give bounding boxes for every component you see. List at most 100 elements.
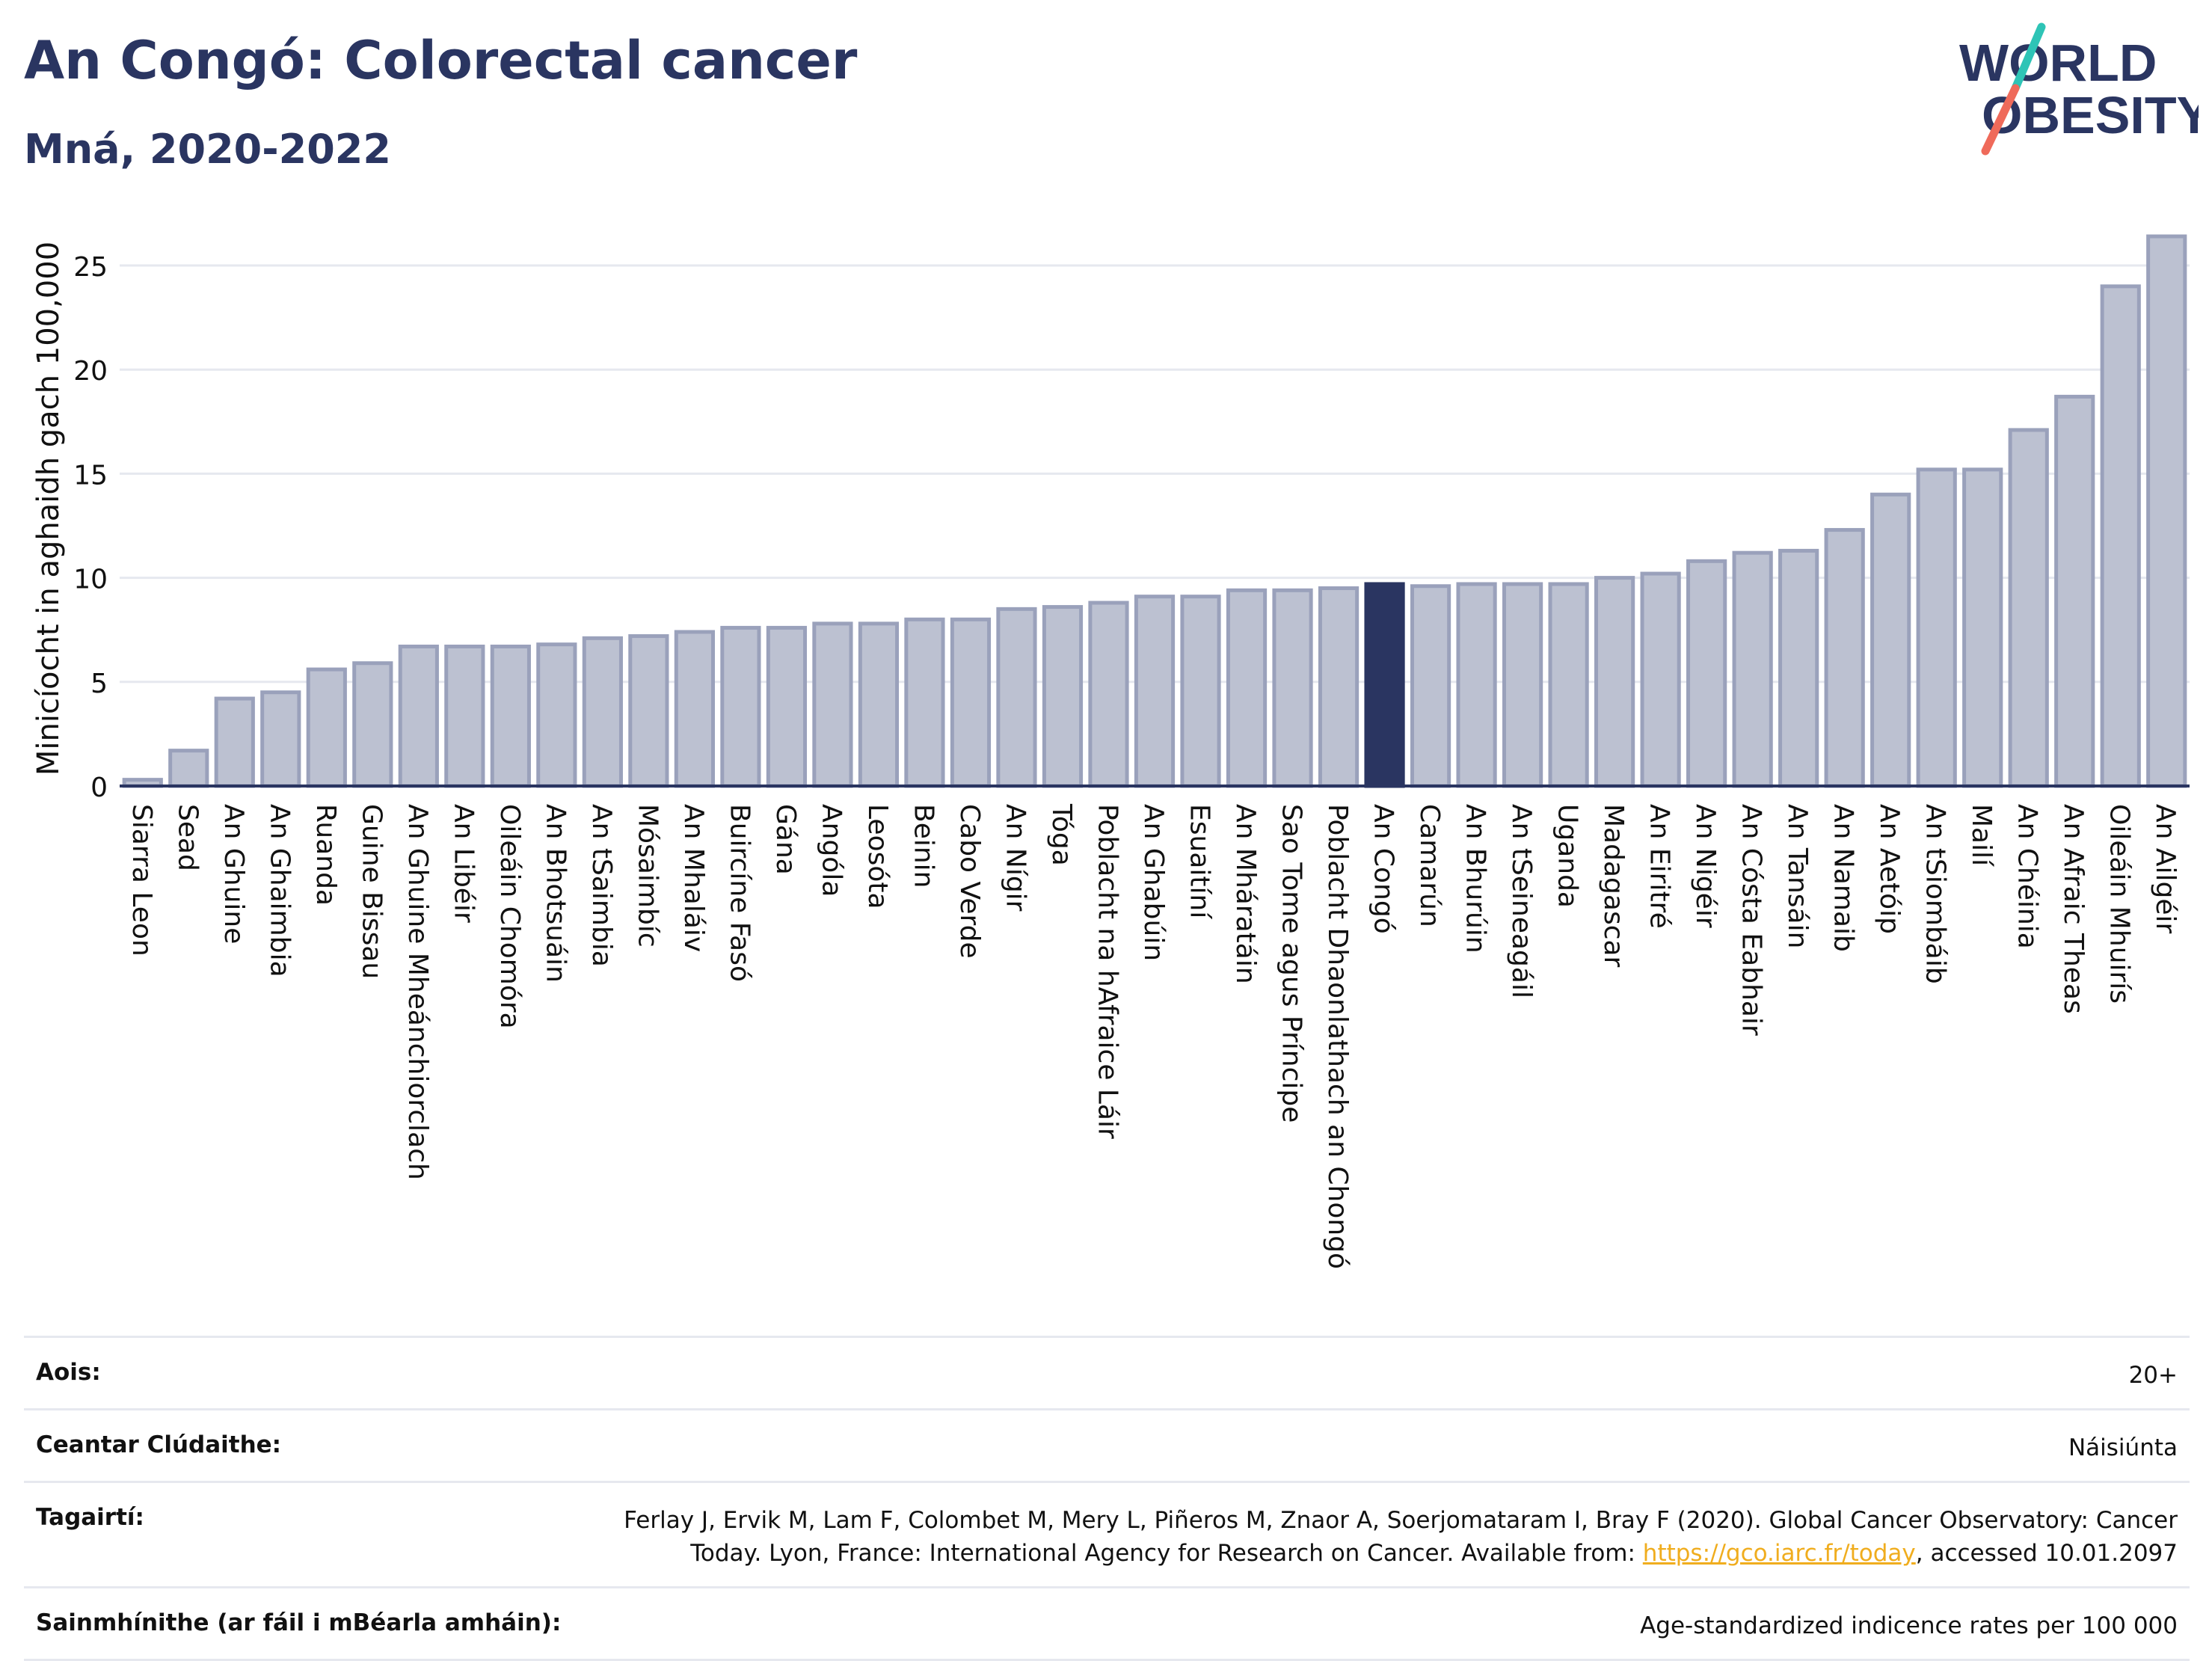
logo-slash-teal <box>2011 22 2046 93</box>
x-tick-label: Tóga <box>1046 803 1077 866</box>
x-tick-label: An tSiombáib <box>1920 804 1951 984</box>
x-tick-label: An Cósta Eabhair <box>1736 804 1767 1036</box>
bar <box>1548 582 1589 788</box>
x-tick-label: An Tansáin <box>1782 804 1813 948</box>
x-tick-label: An Eiritré <box>1644 804 1675 929</box>
x-tick-label: An Ghaimbia <box>264 804 295 977</box>
bar <box>996 607 1037 788</box>
y-axis-label: Minicíocht in aghaidh gach 100,000 <box>31 242 66 776</box>
x-tick-label: An Aetóip <box>1874 804 1905 934</box>
bar <box>2008 428 2049 788</box>
x-tick-label: An Ghuine <box>218 804 249 944</box>
x-tick-label: An Bhotsuáin <box>540 804 571 983</box>
meta-ref-text-end: , accessed 10.01.2097 <box>1915 1540 2178 1567</box>
bar <box>1824 528 1865 788</box>
bar <box>444 644 485 788</box>
bar <box>628 634 669 788</box>
x-tick-label: An Namaib <box>1828 804 1859 952</box>
bar <box>582 636 623 788</box>
meta-def-label: Sainmhínithe (ar fáil i mBéarla amháin): <box>36 1609 562 1636</box>
x-tick-label: Siarra Leon <box>126 804 157 957</box>
metadata-table: Aois: 20+ Ceantar Clúdaithe: Náisiúnta T… <box>24 1336 2190 1661</box>
bar <box>674 630 715 788</box>
x-tick-label: Ruanda <box>310 804 341 906</box>
bar <box>536 642 577 788</box>
x-tick-label: Sao Tome agus Príncipe <box>1276 804 1307 1123</box>
x-tick-label: An Afraic Theas <box>2058 804 2089 1014</box>
x-tick-label: An Ailgéir <box>2150 804 2181 934</box>
y-tick-label: 20 <box>73 356 108 387</box>
x-tick-label: Esuaitíní <box>1185 804 1215 919</box>
bar <box>1870 492 1911 788</box>
y-tick-label: 15 <box>73 460 108 491</box>
x-tick-label: Cabo Verde <box>954 804 985 959</box>
page-title: An Congó: Colorectal cancer <box>24 30 858 91</box>
meta-ref-value: Ferlay J, Ervik M, Lam F, Colombet M, Me… <box>607 1504 2178 1570</box>
x-tick-label: An Nígir <box>1000 804 1030 912</box>
bar-chart: 0 5 10 15 20 25 Siarra Leon Sead An Ghuine An Gha… <box>31 234 2190 1269</box>
bar <box>2100 284 2141 788</box>
bar <box>812 621 853 788</box>
bar <box>1134 595 1176 788</box>
meta-age-value: 20+ <box>2128 1362 2178 1389</box>
bar <box>858 621 900 788</box>
bar <box>214 696 255 788</box>
x-tick-label: Mailí <box>1966 804 1997 867</box>
bar <box>398 644 439 788</box>
logo-slash-coral <box>1981 84 2020 156</box>
x-tick-label: Oileáin Mhuirís <box>2104 804 2135 1004</box>
x-tick-label: Oileáin Chomóra <box>494 804 525 1029</box>
bar <box>1226 588 1268 788</box>
bar <box>260 690 301 788</box>
bar <box>1916 467 1957 788</box>
x-tick-label: An Libéir <box>448 804 479 923</box>
bar <box>1364 582 1405 788</box>
bar <box>1686 559 1727 788</box>
bar <box>1318 586 1360 788</box>
meta-area-label: Ceantar Clúdaithe: <box>36 1431 282 1458</box>
bars-layer <box>122 234 2187 788</box>
bar <box>2146 234 2187 788</box>
x-tick-label: An Ghabúin <box>1138 804 1169 961</box>
y-tick-label: 10 <box>73 565 108 595</box>
bar <box>1410 584 1451 788</box>
reference-link[interactable]: https://gco.iarc.fr/today <box>1642 1540 1916 1567</box>
meta-ref-label: Tagairtí: <box>36 1504 144 1531</box>
meta-ref-text: Ferlay J, Ervik M, Lam F, Colombet M, Me… <box>624 1507 2178 1567</box>
x-tick-label: Camarún <box>1414 804 1445 927</box>
y-tick-label: 5 <box>90 669 108 699</box>
bar <box>1180 595 1221 788</box>
x-tick-label: An tSeineagáil <box>1506 804 1537 998</box>
axis-layer: 0 5 10 15 20 25 Siarra Leon Sead An Ghuine An Gha… <box>73 252 2190 1269</box>
bar <box>1594 576 1635 788</box>
x-tick-label: An Nigéir <box>1690 804 1721 928</box>
x-tick-label: An Bhurúin <box>1460 804 1491 954</box>
page-subtitle: Mná, 2020-2022 <box>24 126 391 173</box>
bar <box>306 667 347 788</box>
x-tick-label: Leosóta <box>862 804 893 909</box>
bar <box>490 644 531 788</box>
x-tick-label: Madagascar <box>1598 804 1629 968</box>
meta-row-age: Aois: 20+ <box>24 1336 2190 1408</box>
bar <box>1272 588 1313 788</box>
bar <box>168 749 209 788</box>
bar <box>720 625 761 788</box>
bar <box>950 617 992 788</box>
bar <box>1732 550 1773 788</box>
bar <box>1502 582 1543 788</box>
x-tick-label: Gána <box>770 804 801 875</box>
x-tick-label: Uganda <box>1552 804 1583 908</box>
x-tick-label: An Chéinia <box>2012 804 2043 949</box>
logo-text-world: WORLD <box>1959 34 2157 92</box>
bar <box>1962 467 2003 788</box>
x-tick-label: Poblacht Dhaonlathach an Chongó <box>1322 804 1353 1269</box>
x-tick-label: An tSaimbia <box>586 804 617 967</box>
bar <box>2054 394 2095 788</box>
x-tick-label: Poblacht na hAfraice Láir <box>1092 804 1122 1139</box>
x-tick-label: An Mháratáin <box>1230 804 1261 984</box>
x-tick-label: An Congó <box>1368 804 1399 934</box>
x-tick-label: Sead <box>172 804 203 871</box>
bar <box>1640 571 1681 788</box>
x-tick-label: Angóla <box>816 804 847 897</box>
logo-text-obesity: OBESITY <box>1982 86 2199 144</box>
